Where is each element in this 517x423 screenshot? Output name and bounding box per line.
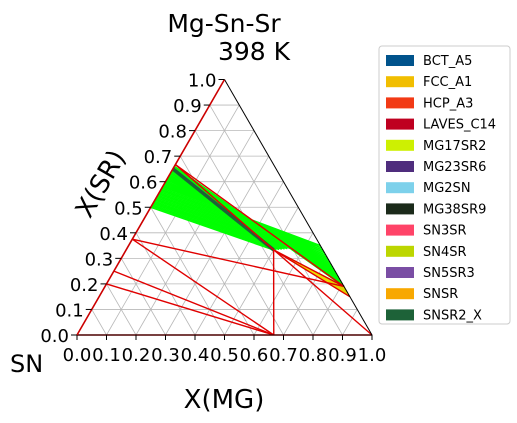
grid-line (91, 309, 107, 336)
bottom-tick-label: 0.5 (210, 345, 239, 366)
grid-line (224, 207, 299, 336)
frame-right-edge (224, 79, 373, 336)
tie-line-red (131, 238, 275, 336)
grid-line (342, 309, 358, 336)
tie-line-red (174, 164, 345, 288)
legend: BCT_A5 FCC_A1 HCP_A3 LAVES_C14 MG17SR2 MG23SR… (378, 45, 511, 325)
legend-swatch (386, 118, 414, 130)
left-tick-label: 0.9 (173, 96, 202, 117)
legend-swatch (386, 267, 414, 278)
tie-line-green (153, 200, 288, 250)
left-tick-label: 0.8 (158, 122, 187, 143)
tie-line-red (132, 238, 345, 288)
left-axis-ticks: 0.0 0.1 0.2 0.3 0.4 0.5 0.6 0.7 0.8 0.9 1.0 (40, 71, 225, 347)
tie-line-green (160, 188, 316, 247)
bottom-tick-label: 0.2 (122, 345, 151, 366)
legend-label: MG2SN (423, 181, 471, 196)
bottom-tick-label: 0.3 (151, 345, 180, 366)
tie-line-green (152, 202, 283, 250)
legend-swatch (386, 76, 414, 88)
tie-line-dark (171, 167, 275, 252)
grid-line (209, 104, 343, 336)
tie-line-green (151, 205, 277, 251)
legend-swatch (386, 288, 414, 300)
legend-label: MG38SR9 (423, 202, 486, 217)
legend-swatch (386, 182, 414, 194)
bottom-tick-label: 0.9 (328, 345, 357, 366)
bottom-tick-label: 1.0 (358, 345, 387, 366)
grid-line (120, 258, 166, 336)
tie-line-green (156, 196, 296, 249)
tie-line-red (273, 249, 351, 298)
bottom-tick-label: 0.0 (63, 345, 92, 366)
left-tick-label: 0.6 (129, 173, 158, 194)
chart-subtitle: 398 K (218, 37, 291, 66)
grid-line (165, 155, 270, 336)
legend-label: MG23SR6 (423, 160, 486, 175)
left-tick-label: 0.4 (99, 224, 128, 245)
left-tick-label: 0.5 (114, 198, 143, 219)
legend-label: SNSR2_X (423, 308, 482, 323)
tie-line-green (156, 195, 299, 249)
bottom-tick-label: 0.8 (299, 345, 328, 366)
tie-line-green (155, 198, 294, 249)
tie-line-green (158, 193, 305, 248)
bottom-axis-label: X(MG) (184, 385, 265, 415)
grid-line (106, 104, 240, 336)
tie-line-green (151, 204, 280, 251)
chart-title: Mg-Sn-Sr (167, 9, 281, 38)
legend-label: SN4SR (423, 245, 467, 260)
tie-line-green (150, 206, 274, 251)
grid-line (283, 258, 329, 336)
bottom-tick-label: 0.4 (181, 345, 210, 366)
grid-line (106, 283, 137, 336)
legend-label: SN3SR (423, 224, 467, 239)
grid-line (135, 232, 196, 336)
tie-line-red (273, 249, 345, 288)
grid-line (150, 207, 225, 336)
tie-line-green (161, 187, 318, 247)
bottom-tick-label: 0.7 (269, 345, 298, 366)
legend-label: BCT_A5 (423, 54, 472, 69)
legend-swatch (386, 245, 414, 257)
legend-label: LAVES_C14 (423, 118, 496, 133)
legend-label: SNSR (423, 287, 458, 302)
legend-label: MG17SR2 (423, 139, 486, 154)
legend-items: BCT_A5 FCC_A1 HCP_A3 LAVES_C14 MG17SR2 MG23SR… (386, 54, 496, 323)
tie-line-red (106, 283, 274, 336)
left-tick-label: 0.1 (55, 300, 84, 321)
legend-swatch (386, 309, 414, 321)
left-tick-label: 0.0 (40, 326, 69, 347)
left-tick-label: 0.3 (85, 249, 114, 270)
legend-swatch (386, 224, 414, 236)
legend-swatch (386, 139, 414, 151)
legend-swatch (386, 97, 414, 109)
left-tick-label: 0.7 (144, 147, 173, 168)
legend-swatch (386, 161, 414, 172)
legend-label: SN5SR3 (423, 266, 475, 281)
bottom-tick-label: 0.1 (92, 345, 121, 366)
legend-swatch (386, 55, 414, 66)
bottom-tick-label: 0.6 (240, 345, 269, 366)
legend-swatch (386, 203, 414, 215)
tie-line-green (154, 199, 291, 250)
tie-line-red (113, 270, 275, 336)
bottom-axis-ticks: 0.0 0.1 0.2 0.3 0.4 0.5 0.6 0.7 0.8 0.9 1.0 (63, 335, 387, 366)
legend-label: HCP_A3 (423, 96, 473, 111)
left-tick-label: 1.0 (188, 71, 217, 92)
tie-line-green (162, 186, 321, 247)
legend-label: FCC_A1 (423, 75, 472, 90)
corner-label-sn: SN (10, 350, 43, 378)
left-tick-label: 0.2 (70, 275, 99, 296)
tie-line-green (158, 192, 307, 248)
